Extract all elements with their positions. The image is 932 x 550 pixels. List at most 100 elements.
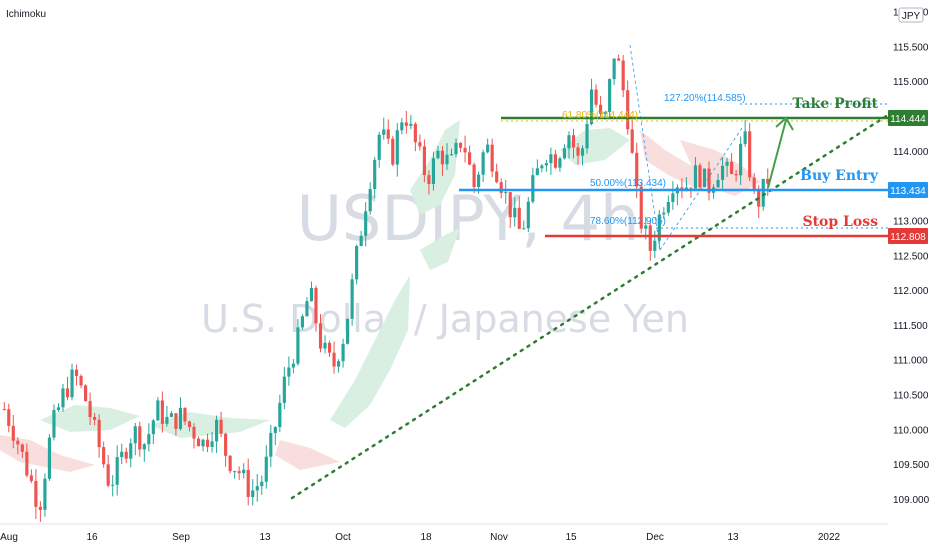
candle-body [648,225,652,251]
svg-text:JPY: JPY [902,11,921,22]
candle-body [147,434,151,445]
projection-arrow [767,116,794,189]
candle-body [373,159,377,190]
price-candles [2,54,770,522]
candle-body [617,58,621,61]
candle-body [350,279,354,319]
y-tick-label: 109.500 [893,460,930,471]
candle-body [377,134,381,160]
candle-body [25,451,29,476]
candle-body [269,432,273,457]
x-tick-label: Sep [172,532,190,543]
candle-body [120,451,124,458]
candle-body [486,144,490,153]
candle-body [693,165,698,189]
candle-body [43,478,47,510]
candle-body [558,158,562,168]
candle-body [422,146,426,176]
cloud-red-2 [275,440,340,470]
candle-body [237,471,241,474]
candle-body [716,179,720,188]
candle-body [300,316,305,328]
candle-body [74,369,79,376]
candle-body [603,111,607,114]
candle-body [630,129,634,153]
candle-body [576,147,580,156]
candle-body [296,327,300,364]
svg-text:113.434: 113.434 [890,186,926,197]
candle-body [495,171,499,183]
x-tick-label: 2022 [818,532,841,543]
y-tick-label: 114.000 [893,147,929,158]
candle-body [52,410,56,438]
x-tick-label: 15 [565,532,577,543]
candle-body [251,490,255,498]
price-axis[interactable]: 109.000 109.500 110.000 110.500 111.000 111.5… [893,7,930,506]
candle-body [178,407,183,429]
candle-body [580,148,585,156]
candle-body [427,175,431,185]
candle-body [282,376,286,403]
candle-body [233,471,237,473]
candle-body [341,343,345,362]
candle-body [29,475,33,481]
candle-body [242,469,246,474]
candle-body [752,177,756,190]
y-tick-label: 113.000 [893,216,929,227]
y-tick-label: 111.000 [893,356,928,367]
candle-body [20,444,24,452]
candle-body [205,439,210,447]
candle-body [106,464,110,486]
candle-body [612,58,616,80]
candle-body [192,426,196,439]
x-tick-label: 13 [259,532,271,543]
candle-body [124,451,128,459]
fib-127-label: 127.20%(114.585) [664,93,746,104]
candle-body [571,135,576,148]
x-tick-label: Oct [335,532,351,543]
buy-entry-label: Buy Entry [800,168,879,184]
candle-body [305,301,309,317]
y-tick-label: 115.000 [893,77,929,88]
candle-body [246,469,250,498]
candle-body [332,352,336,367]
candle-body [513,207,517,218]
candle-body [707,168,711,193]
svg-text:114.444: 114.444 [890,114,926,125]
candle-body [400,122,404,131]
time-axis[interactable]: Aug 16 Sep 13 Oct 18 Nov 15 Dec 13 2022 [0,523,888,543]
candle-body [151,420,155,435]
fib-61-label: 61.80%(114.444) [562,110,638,121]
fib-50-label: 50.00%(113.434) [590,178,666,189]
candle-body [70,369,74,398]
ascending-trendline[interactable] [290,113,890,500]
candle-body [142,444,146,450]
candle-body [228,455,232,472]
candle-body [477,174,481,188]
cloud-red-1 [0,435,95,472]
candle-body [7,409,11,426]
candle-body [169,413,173,417]
candle-body [698,165,702,188]
candle-body [129,443,133,459]
candle-body [47,437,52,479]
candle-body [111,484,115,486]
candle-body [34,480,38,507]
candle-body [490,144,494,172]
stop-loss-label: Stop Loss [802,214,878,230]
currency-badge[interactable]: JPY [898,7,924,23]
candle-body [97,419,101,448]
candle-body [336,361,341,367]
candle-body [346,318,350,344]
candle-body [156,400,160,421]
candle-body [11,425,15,441]
candle-body [449,154,454,156]
candle-body [409,123,413,126]
x-tick-label: 18 [420,532,432,543]
candle-body [472,164,476,188]
candle-body [553,154,557,168]
candle-body [504,192,508,194]
y-tick-label: 109.000 [893,495,930,506]
